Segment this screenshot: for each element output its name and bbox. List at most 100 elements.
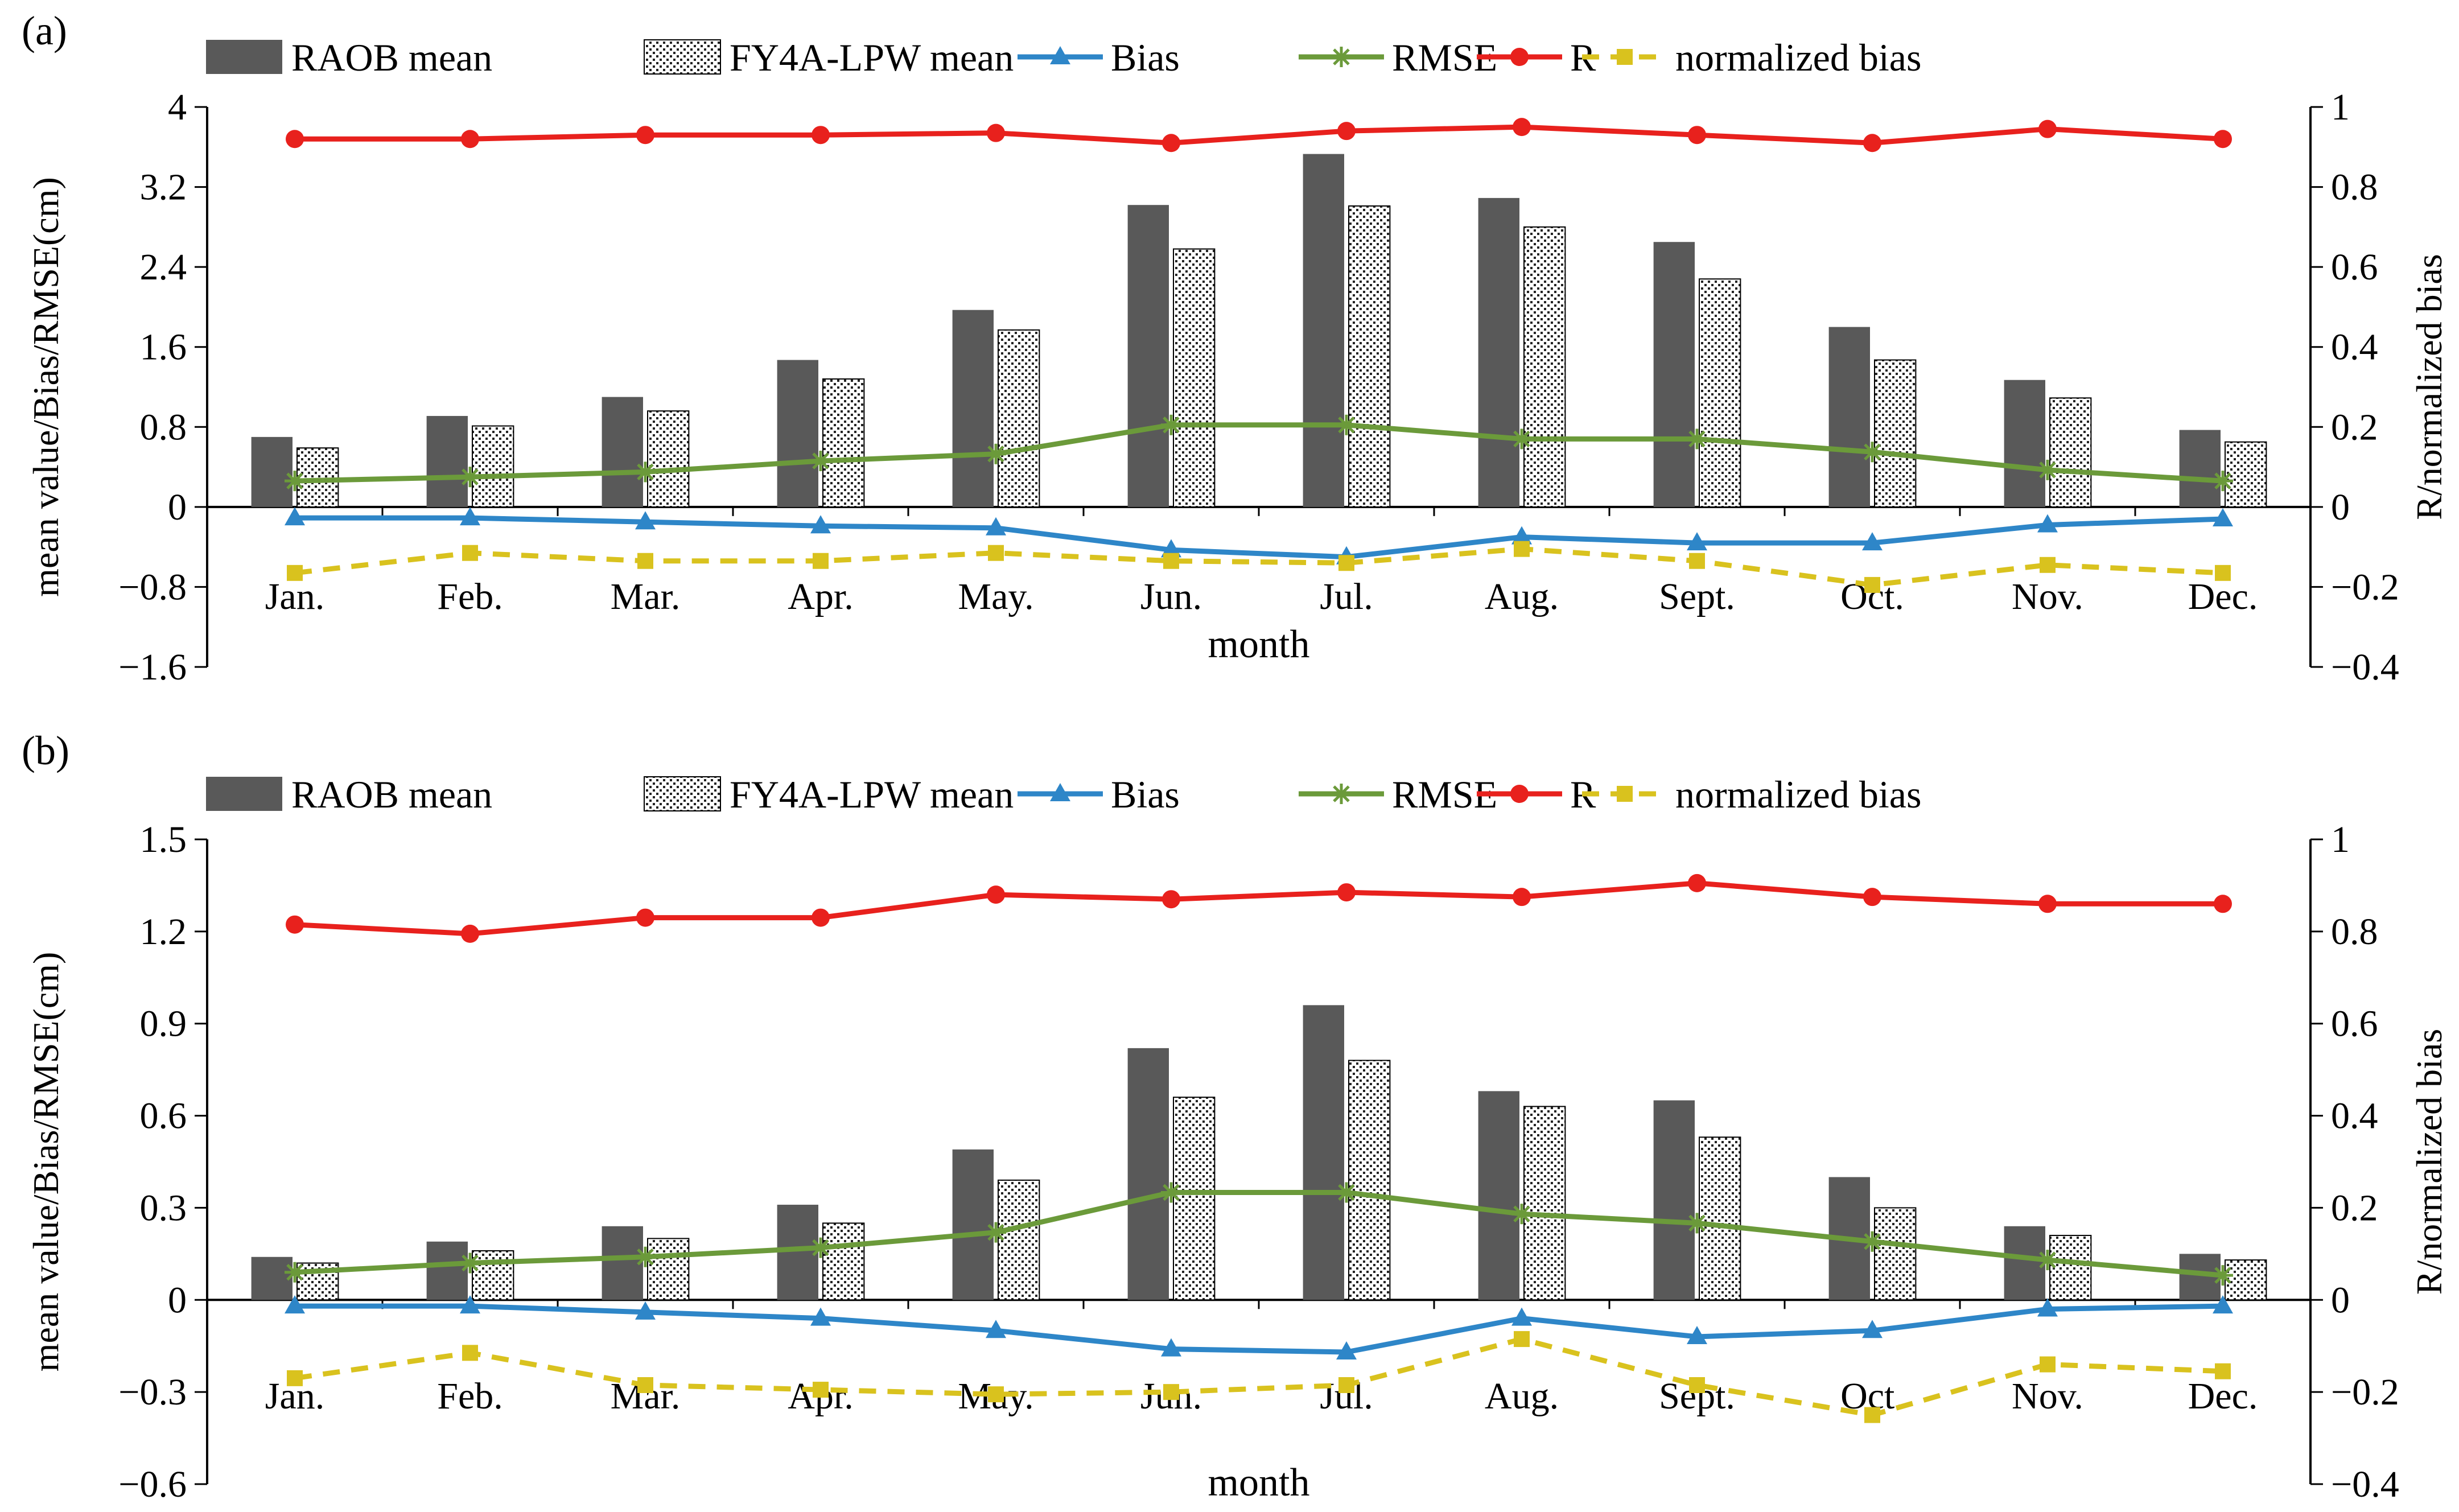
bar-raob-mean-sept	[1653, 1100, 1695, 1300]
legend-label: RAOB mean	[291, 36, 492, 79]
marker-r-mar	[636, 908, 654, 927]
bar-fy4a-lpw-mean-feb	[472, 1250, 514, 1301]
marker-r-dec	[2214, 895, 2232, 913]
bar-raob-mean-jul	[1303, 1005, 1344, 1300]
legend-marker	[1331, 784, 1352, 804]
marker-bias-aug	[1511, 1307, 1532, 1326]
marker-bias-oct	[1862, 1320, 1883, 1338]
x-tick-label: Dec.	[2188, 1375, 2258, 1417]
marker-rmse-sept	[1687, 1213, 1707, 1234]
right-tick-label: 0.8	[2331, 167, 2378, 208]
right-tick-label: 0.2	[2331, 406, 2378, 448]
x-axis-title: month	[1208, 1461, 1310, 1505]
right-tick-label: −0.4	[2331, 646, 2399, 688]
marker-normalized-bias-oct	[1864, 576, 1880, 593]
bar-fy4a-lpw-mean-dec	[2225, 1259, 2267, 1301]
bar-raob-mean-aug	[1478, 197, 1519, 507]
marker-rmse-jun	[1161, 1182, 1181, 1203]
bar-fy4a-lpw-mean-apr	[822, 1222, 865, 1301]
left-tick-label: 1.5	[140, 819, 187, 860]
x-tick-label: Feb.	[437, 1375, 503, 1417]
marker-r-aug	[1513, 118, 1531, 137]
marker-rmse-mar	[635, 462, 656, 483]
marker-bias-may	[986, 517, 1006, 535]
right-tick-label: −0.2	[2331, 1371, 2399, 1413]
x-tick-label: Aug.	[1485, 1375, 1559, 1417]
right-tick-label: 0	[2331, 1279, 2350, 1321]
marker-normalized-bias-jan	[287, 1370, 303, 1386]
x-tick-label: Feb.	[437, 576, 503, 617]
marker-r-jul	[1337, 883, 1356, 902]
marker-r-feb	[461, 924, 479, 943]
marker-bias-mar	[635, 511, 656, 530]
marker-r-jul	[1337, 122, 1356, 141]
right-tick-label: −0.4	[2331, 1464, 2399, 1505]
marker-bias-apr	[810, 515, 831, 534]
left-tick-label: 0.9	[140, 1003, 187, 1045]
marker-r-nov	[2038, 895, 2057, 913]
marker-r-jun	[1162, 134, 1180, 153]
marker-bias-jan	[285, 1295, 305, 1314]
bar-fy4a-lpw-mean-sept	[1699, 278, 1741, 508]
marker-bias-oct	[1862, 532, 1883, 551]
bar-raob-mean-jan	[251, 1256, 293, 1300]
legend-item-normalized-bias: normalized bias	[1582, 773, 1921, 816]
left-tick-label: 0.8	[140, 406, 187, 448]
x-tick-label: Sept.	[1659, 576, 1735, 617]
right-tick-label: 0.8	[2331, 911, 2378, 953]
marker-bias-dec	[2213, 1295, 2233, 1314]
y-axis-title: mean value/Bias/RMSE(cm)	[26, 177, 66, 597]
marker-normalized-bias-aug	[1514, 1331, 1530, 1348]
left-tick-label: 2.4	[140, 246, 187, 288]
marker-normalized-bias-jul	[1338, 555, 1354, 571]
marker-rmse-nov	[2037, 1250, 2058, 1271]
bar-fy4a-lpw-mean-may	[998, 329, 1040, 508]
left-tick-label: 4	[168, 86, 187, 128]
legend-label: RAOB mean	[291, 773, 492, 816]
right-tick-label: 0.6	[2331, 1003, 2378, 1045]
marker-normalized-bias-aug	[1514, 541, 1530, 557]
marker-r-sept	[1688, 126, 1706, 145]
right-tick-label: 0.2	[2331, 1187, 2378, 1229]
marker-r-apr	[812, 126, 830, 145]
bar-raob-mean-mar	[602, 397, 643, 507]
left-tick-label: 0.3	[140, 1187, 187, 1229]
marker-rmse-feb	[460, 467, 480, 488]
legend-swatch	[206, 40, 282, 74]
bar-fy4a-lpw-mean-feb	[472, 425, 514, 508]
x-tick-label: Jan.	[265, 576, 324, 617]
x-tick-label: Jul.	[1320, 576, 1373, 617]
bar-fy4a-lpw-mean-jan	[296, 447, 339, 508]
x-tick-label: Dec.	[2188, 576, 2258, 617]
bar-raob-mean-may	[952, 1149, 994, 1300]
left-tick-label: −1.6	[118, 646, 187, 688]
marker-r-mar	[636, 126, 654, 145]
legend-item-fy4a-lpw-mean: FY4A-LPW mean	[644, 36, 1014, 79]
legend-item-raob-mean: RAOB mean	[206, 773, 492, 816]
bar-raob-mean-oct	[1828, 327, 1870, 507]
marker-normalized-bias-nov	[2040, 1356, 2056, 1373]
bar-fy4a-lpw-mean-jul	[1348, 1060, 1391, 1301]
marker-rmse-oct	[1862, 442, 1883, 463]
x-tick-label: Apr.	[788, 576, 854, 617]
x-tick-label: Jun.	[1140, 576, 1202, 617]
marker-bias-nov	[2037, 514, 2058, 533]
marker-bias-sept	[1687, 532, 1707, 551]
marker-normalized-bias-may	[988, 1386, 1004, 1403]
line-rmse	[294, 422, 2223, 484]
marker-normalized-bias-dec	[2215, 1363, 2231, 1379]
legend-label: normalized bias	[1675, 36, 1921, 79]
bar-raob-mean-nov	[2004, 380, 2045, 507]
marker-rmse-jun	[1161, 414, 1181, 435]
marker-r-oct	[1863, 888, 1881, 907]
legend-label: Bias	[1111, 36, 1180, 79]
bar-raob-mean-apr	[777, 360, 818, 507]
bar-fy4a-lpw-mean-mar	[647, 410, 690, 508]
bar-raob-mean-may	[952, 310, 994, 507]
y-axis-title: mean value/Bias/RMSE(cm)	[26, 952, 66, 1372]
marker-normalized-bias-jul	[1338, 1377, 1354, 1394]
legend-marker	[1510, 785, 1529, 803]
marker-r-jan	[286, 130, 304, 149]
right-tick-label: 1	[2331, 819, 2350, 860]
bar-fy4a-lpw-mean-jul	[1348, 205, 1391, 508]
